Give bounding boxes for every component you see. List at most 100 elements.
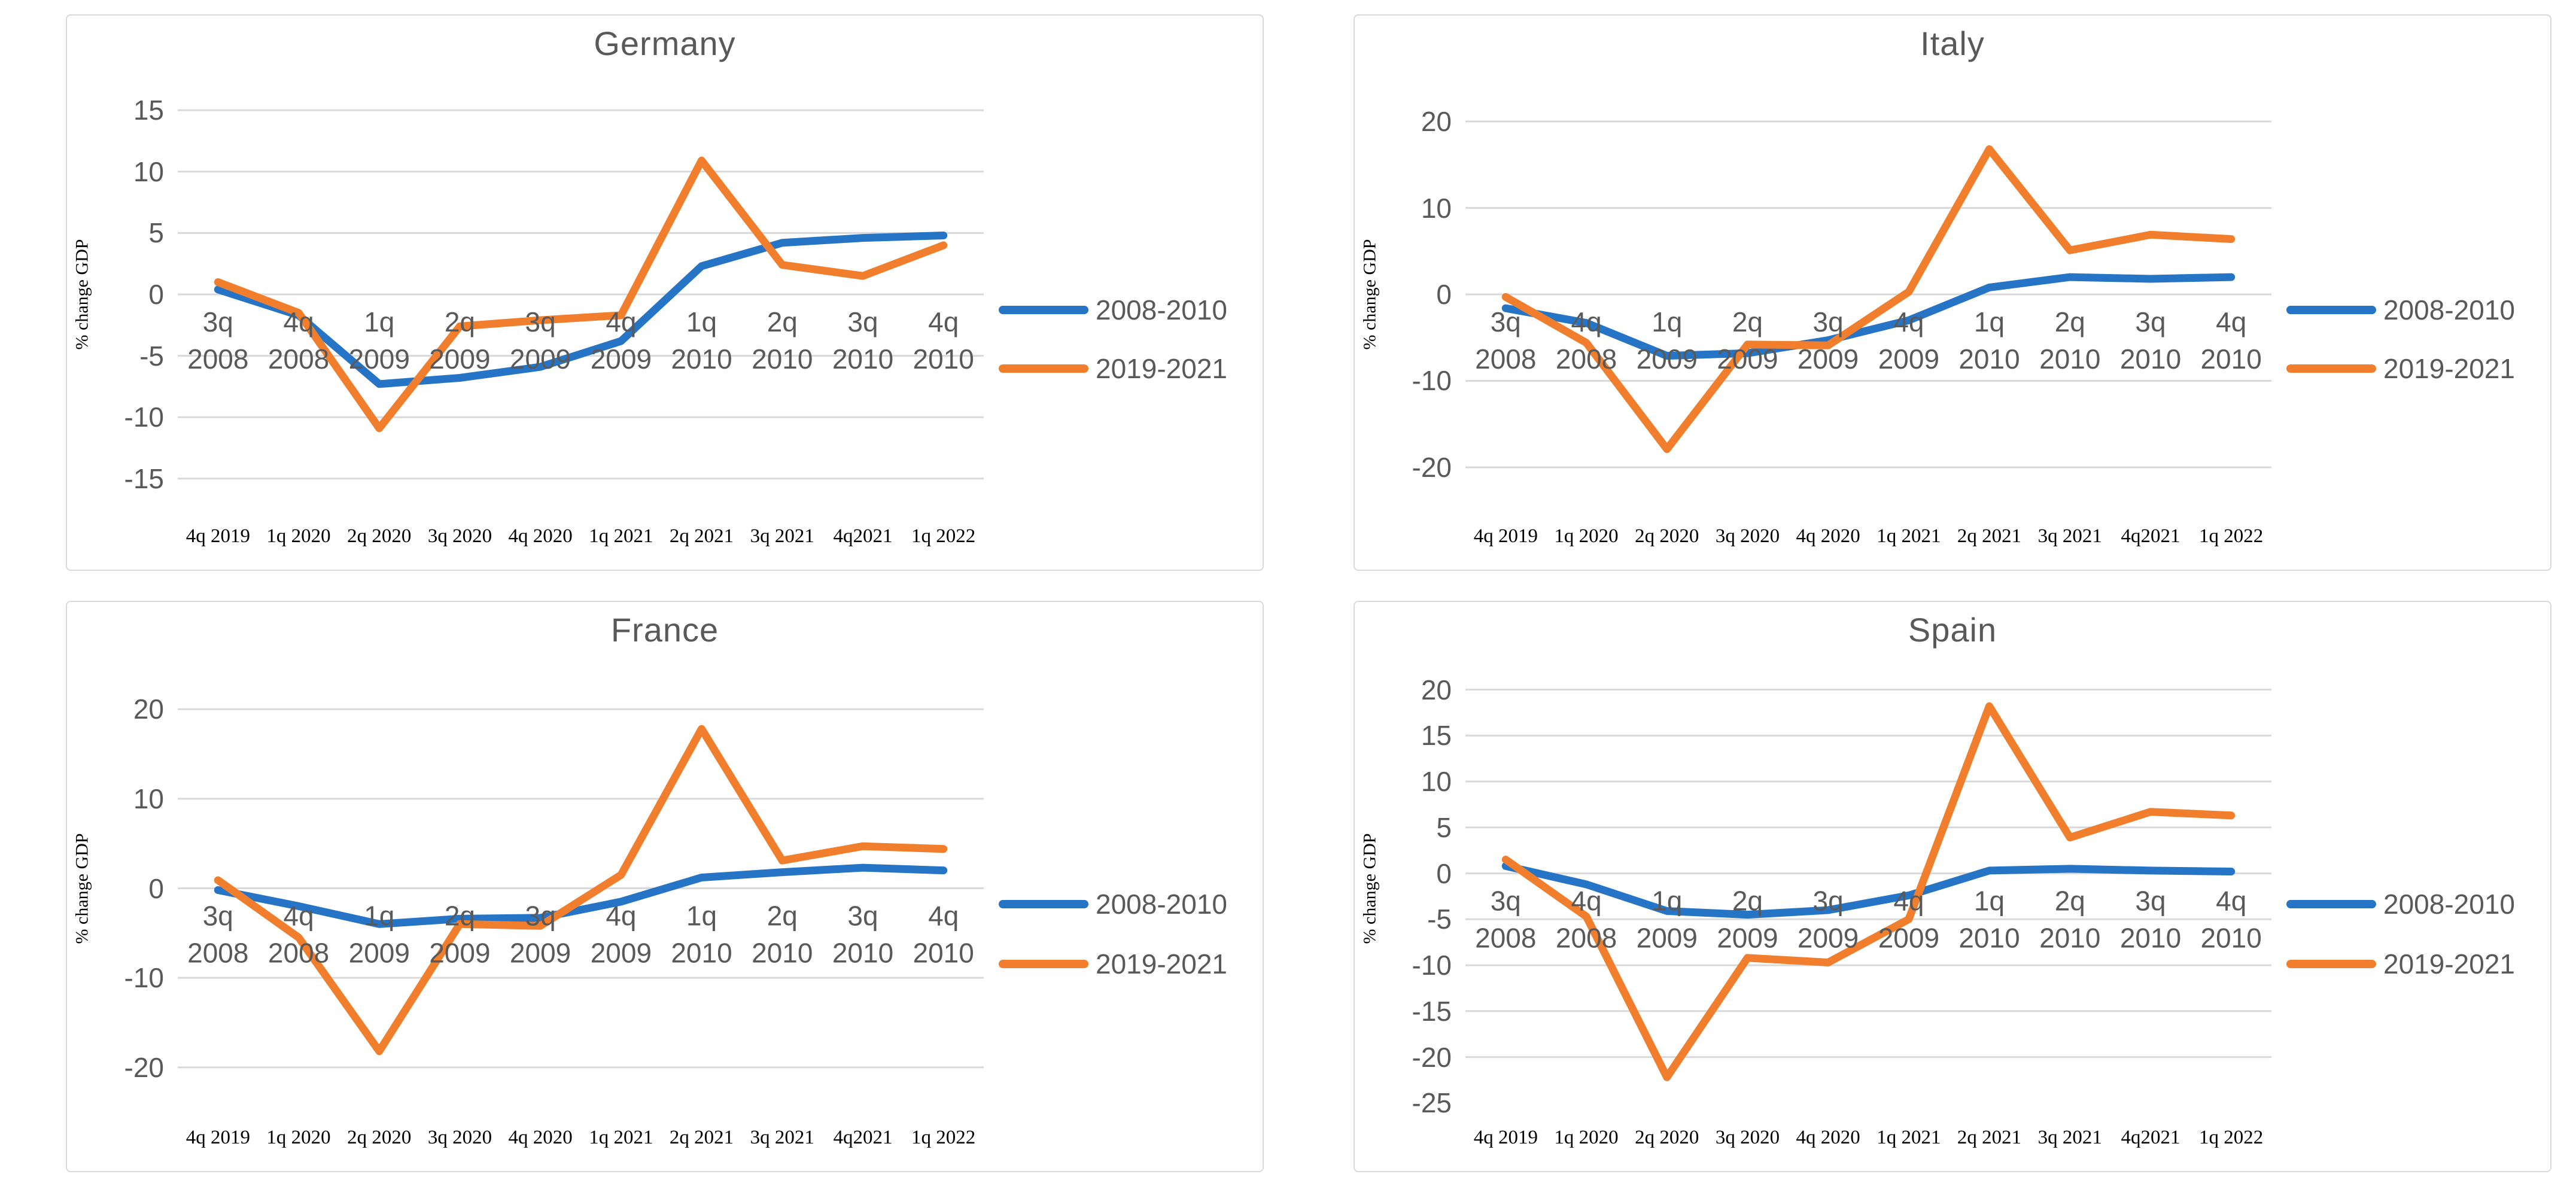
- category-label: 4q: [1893, 306, 1924, 337]
- secondary-category-label: 3q 2021: [2037, 525, 2102, 547]
- y-tick-label: 0: [148, 872, 164, 904]
- category-label: 2010: [2120, 923, 2181, 954]
- category-label: 1q: [1974, 886, 2005, 917]
- category-label: 4q: [606, 306, 636, 337]
- category-label: 4q: [1893, 886, 1924, 917]
- chart-panel-italy: Italy% change GDP 20 10 0 -10 -20 3q 2008 4q 2008…: [1354, 14, 2551, 571]
- series-line-2019-2021: [1501, 702, 2236, 1081]
- category-label: 2010: [671, 343, 732, 375]
- category-label: 2010: [752, 343, 813, 375]
- plot-area: 3q 2008 4q 2008 1q 2009 2q 2009 3q 2009 4q 2009 1q 20…: [1465, 120, 2271, 469]
- y-tick-label: 5: [1436, 811, 1452, 843]
- legend-label: 2019-2021: [2383, 353, 2515, 384]
- category-label: 3q: [203, 901, 233, 932]
- y-tick-label: 15: [133, 95, 164, 126]
- secondary-category-label: 3q 2021: [750, 1127, 814, 1148]
- category-label: 2q: [1732, 886, 1763, 917]
- legend-item-2008-2010: 2008-2010: [999, 294, 1227, 326]
- chart-panel-france: France% change GDP 20 10 0 -10 -20 3q 2008 4q 200…: [66, 601, 1264, 1172]
- category-label: 2010: [2201, 923, 2262, 954]
- secondary-category-label: 2q 2021: [669, 1127, 734, 1148]
- category-label: 4q: [928, 901, 959, 932]
- y-tick-label: -25: [1412, 1087, 1452, 1119]
- category-label: 2009: [1878, 923, 1939, 954]
- secondary-category-label: 2q 2020: [347, 1127, 412, 1148]
- category-label: 2010: [671, 938, 732, 969]
- category-label: 2008: [1475, 923, 1536, 954]
- y-tick-label: -20: [1412, 1041, 1452, 1073]
- legend-line-swatch: [2286, 306, 2376, 314]
- chart-title: Spain: [1908, 611, 1997, 649]
- secondary-category-label: 3q 2020: [1715, 525, 1780, 547]
- category-label: 2010: [2039, 923, 2100, 954]
- category-label: 2010: [752, 938, 813, 969]
- legend-item-2008-2010: 2008-2010: [999, 888, 1227, 920]
- secondary-category-label: 4q 2020: [508, 525, 573, 547]
- plot-area: 3q 2008 4q 2008 1q 2009 2q 2009 3q 2009 4q 2009 1q 20…: [178, 109, 984, 480]
- category-label: 2009: [1637, 343, 1698, 375]
- plot-area: 3q 2008 4q 2008 1q 2009 2q 2009 3q 2009 4q 2009 1q 20…: [1465, 689, 2271, 1081]
- category-label: 1q: [686, 306, 717, 337]
- secondary-category-label: 2q 2021: [1957, 1127, 2022, 1148]
- category-label: 2009: [349, 343, 410, 375]
- y-tick-label: -15: [1412, 995, 1452, 1027]
- secondary-category-label: 4q 2019: [1473, 1127, 1538, 1148]
- series-line-2019-2021: [214, 725, 948, 1056]
- category-label: 2009: [1717, 343, 1778, 375]
- category-label: 2q: [445, 306, 475, 337]
- category-label: 1q: [1652, 886, 1682, 917]
- legend-item-2019-2021: 2019-2021: [999, 352, 1227, 385]
- category-label: 3q: [1813, 306, 1844, 337]
- legend-line-swatch: [999, 364, 1088, 373]
- category-label: 4q: [1571, 886, 1602, 917]
- y-tick-label: -5: [1427, 904, 1452, 935]
- secondary-category-label: 4q2021: [833, 525, 893, 547]
- category-label: 2q: [767, 306, 798, 337]
- secondary-category-label: 4q 2019: [185, 525, 250, 547]
- legend-label: 2019-2021: [1096, 948, 1227, 980]
- secondary-category-label: 2q 2020: [1635, 525, 1699, 547]
- category-label: 3q: [525, 306, 556, 337]
- category-label: 3q: [203, 306, 233, 337]
- category-label: 3q: [1491, 886, 1521, 917]
- series-line-2008-2010: [214, 863, 948, 928]
- category-label: 3q: [1491, 306, 1521, 337]
- y-tick-label: 0: [1436, 279, 1452, 310]
- secondary-category-label: 1q 2021: [1877, 525, 1941, 547]
- category-label: 3q: [1813, 886, 1844, 917]
- category-label: 2008: [268, 343, 329, 375]
- legend-label: 2008-2010: [2383, 889, 2515, 920]
- y-tick-label: 20: [1421, 674, 1452, 705]
- secondary-category-label: 3q 2020: [427, 1127, 492, 1148]
- category-label: 2009: [510, 343, 571, 375]
- y-tick-label: -5: [139, 340, 164, 372]
- secondary-category-label: 4q2021: [2121, 1127, 2180, 1148]
- y-tick-label: 0: [1436, 857, 1452, 889]
- category-label: 1q: [1974, 306, 2005, 337]
- chart-panel-germany: Germany% change GDP 15 10 5 0 -5 -10 -15 3q 2008 4…: [66, 14, 1264, 571]
- category-label: 2010: [1958, 343, 2020, 375]
- secondary-category-label: 4q 2019: [1473, 525, 1538, 547]
- category-label: 2009: [1717, 923, 1778, 954]
- chart-title: France: [610, 611, 719, 649]
- secondary-category-label: 1q 2020: [1554, 525, 1619, 547]
- secondary-category-label: 2q 2021: [1957, 525, 2022, 547]
- category-label: 3q: [847, 901, 878, 932]
- chart-title: Germany: [594, 25, 736, 62]
- category-label: 2q: [445, 901, 475, 932]
- series-line-2008-2010: [214, 232, 948, 388]
- category-label: 2008: [187, 938, 248, 969]
- secondary-category-label: 1q 2020: [266, 1127, 331, 1148]
- secondary-category-label: 2q 2020: [347, 525, 412, 547]
- y-tick-label: 10: [1421, 192, 1452, 224]
- category-label: 2010: [1958, 923, 2020, 954]
- category-label: 3q: [2135, 306, 2166, 337]
- category-label: 2008: [1556, 923, 1617, 954]
- y-tick-label: -20: [124, 1051, 164, 1083]
- legend-label: 2019-2021: [1096, 353, 1227, 384]
- y-tick-label: 5: [148, 217, 164, 249]
- secondary-category-label: 4q 2020: [1796, 525, 1860, 547]
- category-label: 4q: [2216, 306, 2246, 337]
- secondary-category-label: 1q 2020: [266, 525, 331, 547]
- category-label: 1q: [364, 306, 394, 337]
